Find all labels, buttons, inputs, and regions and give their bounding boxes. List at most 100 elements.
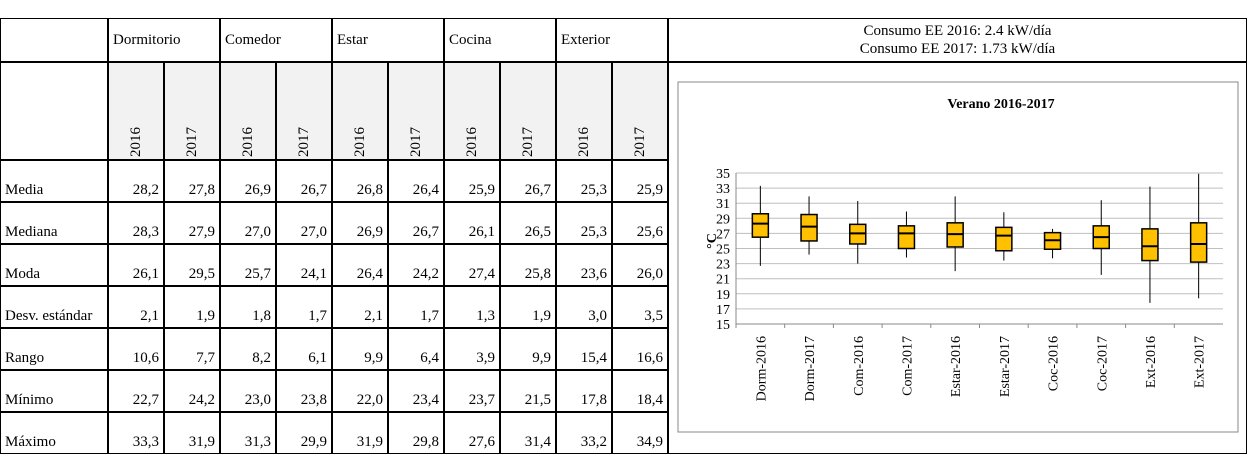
value-cell-text: 31,9 — [188, 434, 215, 450]
value-cell-text: 27,0 — [300, 224, 327, 240]
value-cell-text: 22,7 — [132, 392, 159, 408]
value-cell-text: 29,8 — [412, 434, 439, 450]
blank-cell — [0, 62, 108, 160]
row-label: Máximo — [0, 412, 108, 454]
value-cell-text: 27,6 — [468, 434, 495, 450]
value-cell-text: 10,6 — [132, 350, 159, 366]
value-cell: 25,9 — [612, 160, 668, 202]
value-cell-text: 26,7 — [524, 182, 551, 198]
x-tick-label: Estar-2017 — [998, 336, 1013, 397]
value-cell: 25,6 — [612, 202, 668, 244]
year-header-text: 2017 — [519, 127, 536, 157]
value-cell: 18,4 — [612, 370, 668, 412]
value-cell: 26,9 — [332, 202, 388, 244]
value-cell: 27,8 — [164, 160, 220, 202]
value-cell: 28,2 — [108, 160, 164, 202]
row-label-text: Moda — [5, 266, 40, 282]
year-header: 2016 — [556, 62, 612, 160]
value-cell: 24,2 — [164, 370, 220, 412]
chart: Verano 2016-2017 °C 1517192123252729313335… — [677, 81, 1239, 433]
value-cell: 31,4 — [500, 412, 556, 454]
value-cell-text: 26,0 — [636, 266, 663, 282]
value-cell: 28,3 — [108, 202, 164, 244]
box — [1189, 222, 1208, 263]
value-cell-text: 27,4 — [468, 266, 495, 282]
value-cell: 1,9 — [164, 286, 220, 328]
year-header: 2016 — [108, 62, 164, 160]
y-tick-label: 15 — [716, 318, 730, 333]
year-header: 2016 — [332, 62, 388, 160]
value-cell-text: 16,6 — [636, 350, 663, 366]
value-cell-text: 24,2 — [412, 266, 439, 282]
value-cell-text: 23,6 — [580, 266, 607, 282]
value-cell: 23,6 — [556, 244, 612, 286]
value-cell: 27,4 — [444, 244, 500, 286]
year-header-text: 2017 — [183, 127, 200, 157]
value-cell-text: 25,8 — [524, 266, 551, 282]
region-header: Estar — [332, 18, 444, 62]
row-label-text: Mediana — [5, 224, 58, 240]
value-cell-text: 3,9 — [476, 350, 495, 366]
value-cell-text: 28,3 — [132, 224, 159, 240]
value-cell: 26,7 — [276, 160, 332, 202]
value-cell-text: 15,4 — [580, 350, 607, 366]
value-cell-text: 17,8 — [580, 392, 607, 408]
value-cell-text: 2,1 — [140, 308, 159, 324]
value-cell: 22,7 — [108, 370, 164, 412]
row-label: Desv. estándar — [0, 286, 108, 328]
value-cell: 10,6 — [108, 328, 164, 370]
value-cell-text: 25,3 — [580, 182, 607, 198]
value-cell-text: 26,4 — [356, 266, 383, 282]
value-cell: 7,7 — [164, 328, 220, 370]
value-cell: 23,0 — [220, 370, 276, 412]
value-cell: 1,8 — [220, 286, 276, 328]
value-cell-text: 34,9 — [636, 434, 663, 450]
value-cell: 25,9 — [444, 160, 500, 202]
value-cell-text: 8,2 — [252, 350, 271, 366]
value-cell: 26,4 — [332, 244, 388, 286]
value-cell: 21,5 — [500, 370, 556, 412]
region-header-text: Dormitorio — [113, 31, 181, 48]
value-cell-text: 18,4 — [636, 392, 663, 408]
value-cell: 1,9 — [500, 286, 556, 328]
year-header: 2016 — [220, 62, 276, 160]
value-cell: 33,3 — [108, 412, 164, 454]
row-label: Rango — [0, 328, 108, 370]
value-cell-text: 26,4 — [412, 182, 439, 198]
value-cell-text: 26,9 — [356, 224, 383, 240]
value-cell: 25,7 — [220, 244, 276, 286]
value-cell: 24,2 — [388, 244, 444, 286]
value-cell-text: 7,7 — [196, 350, 215, 366]
value-cell-text: 26,1 — [132, 266, 159, 282]
value-cell: 3,5 — [612, 286, 668, 328]
value-cell: 26,7 — [388, 202, 444, 244]
region-header: Exterior — [556, 18, 668, 62]
value-cell: 27,0 — [276, 202, 332, 244]
value-cell-text: 27,8 — [188, 182, 215, 198]
region-header: Cocina — [444, 18, 556, 62]
value-cell: 26,9 — [220, 160, 276, 202]
value-cell-text: 25,9 — [468, 182, 495, 198]
value-cell: 29,9 — [276, 412, 332, 454]
value-cell: 26,1 — [444, 202, 500, 244]
value-cell-text: 2,1 — [364, 308, 383, 324]
x-tick-label: Coc-2017 — [1095, 336, 1110, 391]
value-cell: 27,9 — [164, 202, 220, 244]
value-cell-text: 26,5 — [524, 224, 551, 240]
value-cell: 25,3 — [556, 202, 612, 244]
value-cell-text: 29,9 — [300, 434, 327, 450]
value-cell-text: 26,7 — [300, 182, 327, 198]
value-cell-text: 24,1 — [300, 266, 327, 282]
value-cell-text: 23,7 — [468, 392, 495, 408]
value-cell-text: 28,2 — [132, 182, 159, 198]
value-cell-text: 21,5 — [524, 392, 551, 408]
value-cell-text: 26,7 — [412, 224, 439, 240]
row-label-text: Rango — [5, 350, 45, 366]
value-cell-text: 1,9 — [532, 308, 551, 324]
row-label: Moda — [0, 244, 108, 286]
value-cell: 17,8 — [556, 370, 612, 412]
region-header-text: Comedor — [225, 31, 281, 48]
row-label-text: Máximo — [5, 434, 56, 450]
x-tick-label: Dorm-2017 — [803, 336, 818, 401]
corner-cell — [0, 18, 108, 62]
